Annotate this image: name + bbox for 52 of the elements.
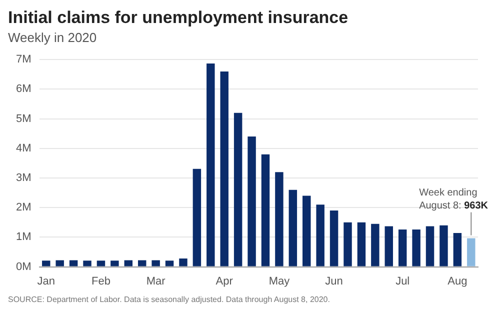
y-tick-label: 3M [16,172,32,184]
bar [371,224,380,266]
y-tick-label: 4M [16,142,32,154]
bar [453,233,462,266]
bar [384,226,393,266]
bar [398,230,407,266]
x-tick-label: Jun [325,275,343,288]
y-tick-label: 1M [16,231,32,244]
y-tick-label: 0M [16,260,32,273]
bar [330,210,338,266]
source-note: SOURCE: Department of Labor. Data is seasonally adjusted. Data through August 8, 2020. [8,295,331,304]
y-tick-label: 7M [16,54,32,66]
bar [42,260,50,266]
chart-subtitle: Weekly in 2020 [8,30,98,45]
bar [83,260,92,266]
bar [412,230,420,266]
bar [467,238,476,266]
x-tick-label: Feb [91,275,110,288]
x-tick-label: Aug [448,275,468,288]
bar [124,260,133,266]
bar [275,172,284,266]
bar [138,260,146,266]
bar [316,204,324,266]
bar [288,190,298,266]
bar [206,63,215,266]
x-tick-label: May [268,275,290,288]
y-tick-label: 2M [16,202,32,214]
bar [179,258,188,266]
chart-title: Initial claims for unemployment insurance [8,8,350,28]
bar [357,222,366,266]
bar [248,136,256,266]
y-tick-label: 6M [16,83,32,96]
y-tick-label: 5M [16,112,32,125]
bar [344,222,352,266]
bar [426,226,434,266]
bar [192,168,202,266]
x-tick-label: Jul [396,275,410,288]
x-tick-label: Mar [146,275,166,288]
bar [56,260,64,266]
bar [261,154,270,266]
bar [220,71,228,266]
x-tick-label: Jan [37,275,56,288]
x-tick-label: Apr [216,275,234,288]
bar [302,196,311,266]
bar [69,260,78,266]
bar [110,260,119,266]
bar [96,260,106,266]
data-label: Week ending August 8: 963K [419,187,489,212]
bar [152,260,160,266]
bar [440,225,448,266]
bar [165,260,174,266]
bar [234,112,242,266]
